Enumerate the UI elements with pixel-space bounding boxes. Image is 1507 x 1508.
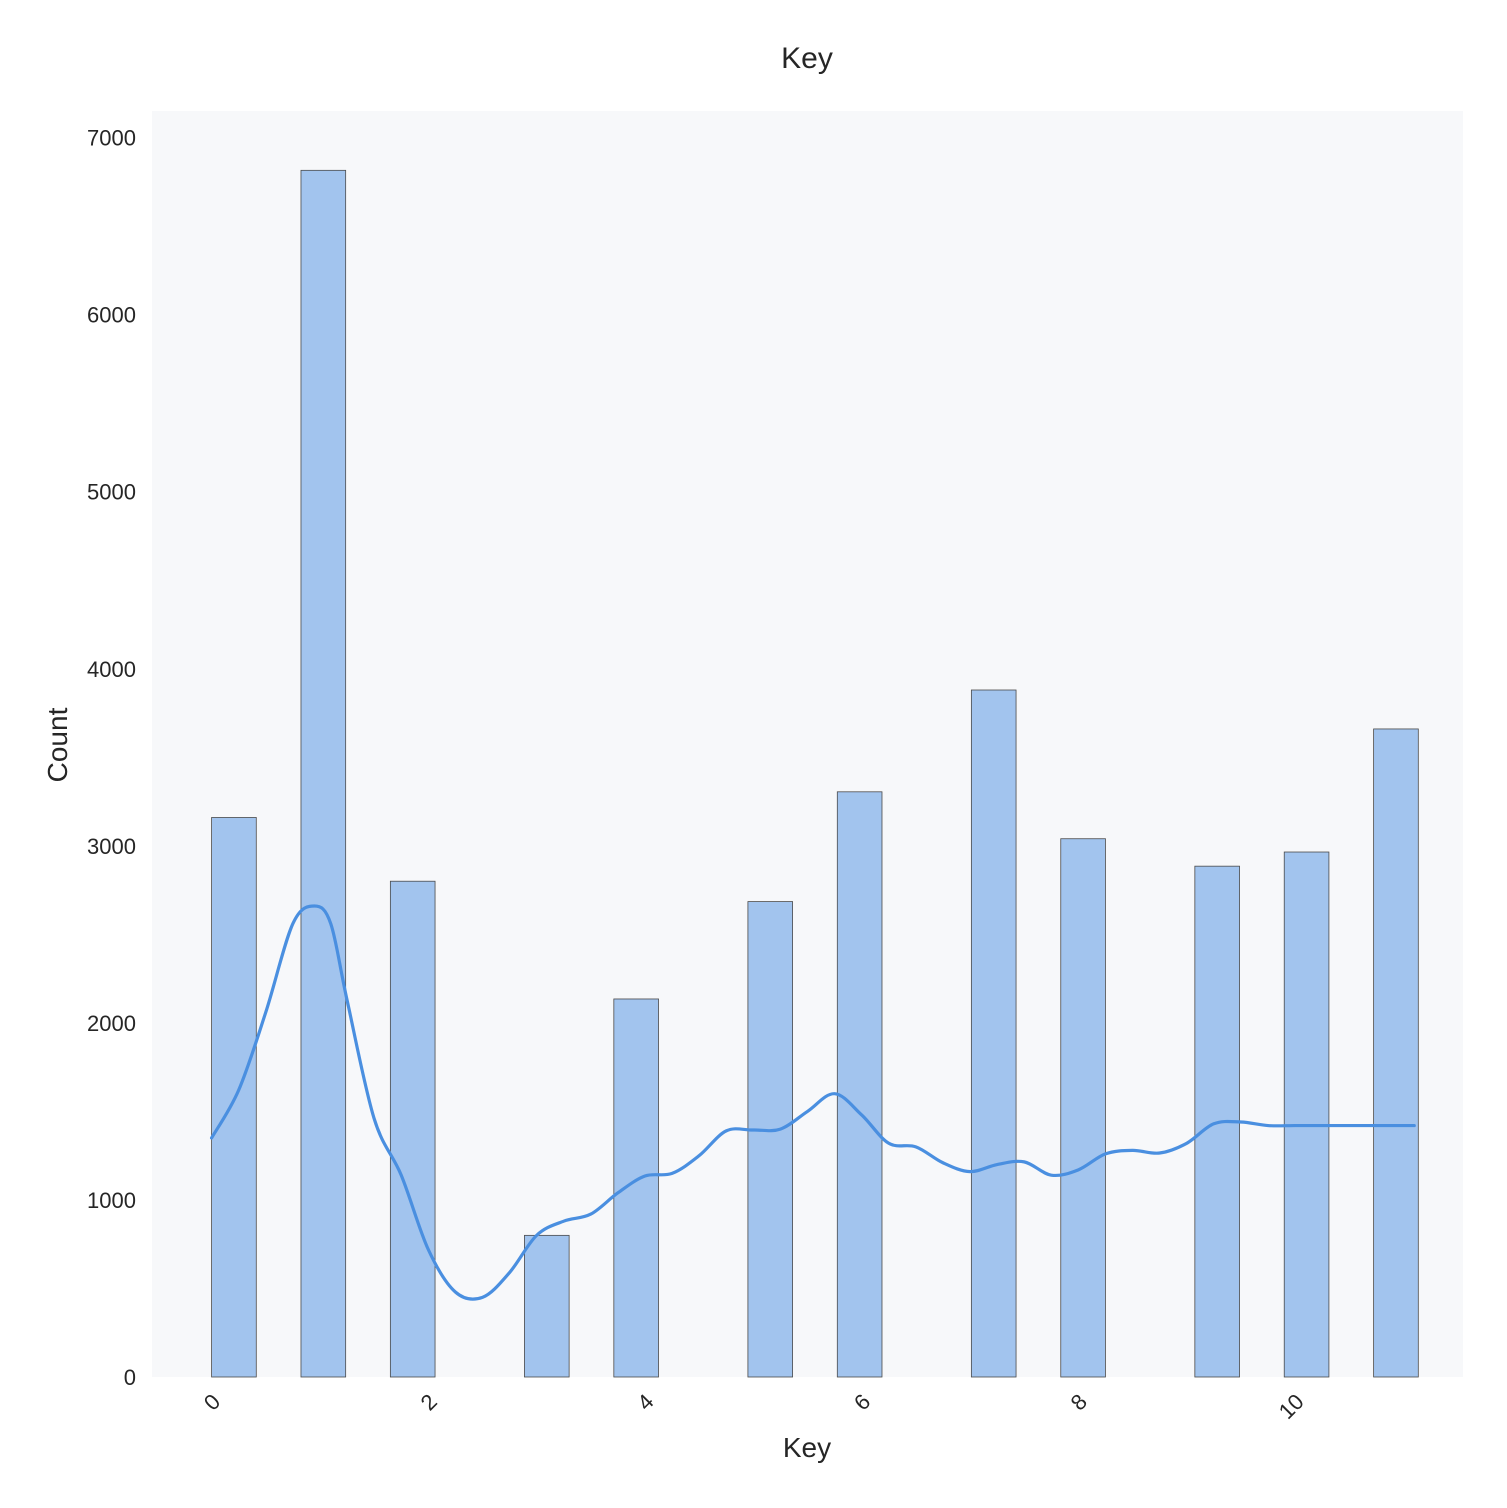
y-tick-label-4: 4000 — [87, 657, 136, 682]
x-tick-label-1: 2 — [416, 1389, 442, 1415]
y-axis-title: Count — [42, 707, 73, 782]
histogram-bar-4 — [613, 998, 659, 1378]
x-axis-ticks: 0 2 4 6 8 10 — [199, 1389, 1309, 1424]
kde-density-line — [209, 904, 1416, 1301]
chart-title: Key — [781, 42, 833, 75]
histogram-bar-5 — [747, 901, 793, 1378]
y-tick-label-7: 7000 — [87, 126, 136, 151]
kde-layer — [209, 904, 1416, 1301]
histogram-bar-6 — [836, 791, 883, 1378]
y-tick-label-3: 3000 — [87, 834, 136, 859]
histogram-bar-10 — [1283, 851, 1330, 1378]
y-tick-label-5: 5000 — [87, 480, 136, 505]
histogram-bar-7 — [970, 689, 1017, 1378]
x-axis-title: Key — [783, 1432, 831, 1463]
x-tick-label-2: 4 — [632, 1389, 658, 1415]
y-tick-label-6: 6000 — [87, 303, 136, 328]
histogram-bar-11 — [1373, 728, 1419, 1378]
histogram-bar-3 — [524, 1234, 570, 1378]
x-tick-label-0: 0 — [199, 1389, 225, 1415]
histogram-bar-1 — [300, 169, 347, 1378]
bars-layer — [211, 169, 1419, 1378]
histogram-bar-2 — [389, 880, 436, 1378]
y-axis-ticks: 0 1000 2000 3000 4000 5000 6000 7000 — [87, 126, 136, 1390]
plot-area-background — [152, 111, 1463, 1377]
x-tick-label-3: 6 — [849, 1389, 875, 1415]
histogram-bar-8 — [1060, 838, 1106, 1378]
y-tick-label-0: 0 — [124, 1365, 136, 1390]
y-tick-label-1: 1000 — [87, 1188, 136, 1213]
x-tick-label-4: 8 — [1066, 1389, 1092, 1415]
x-tick-label-5: 10 — [1274, 1389, 1309, 1424]
y-tick-label-2: 2000 — [87, 1011, 136, 1036]
